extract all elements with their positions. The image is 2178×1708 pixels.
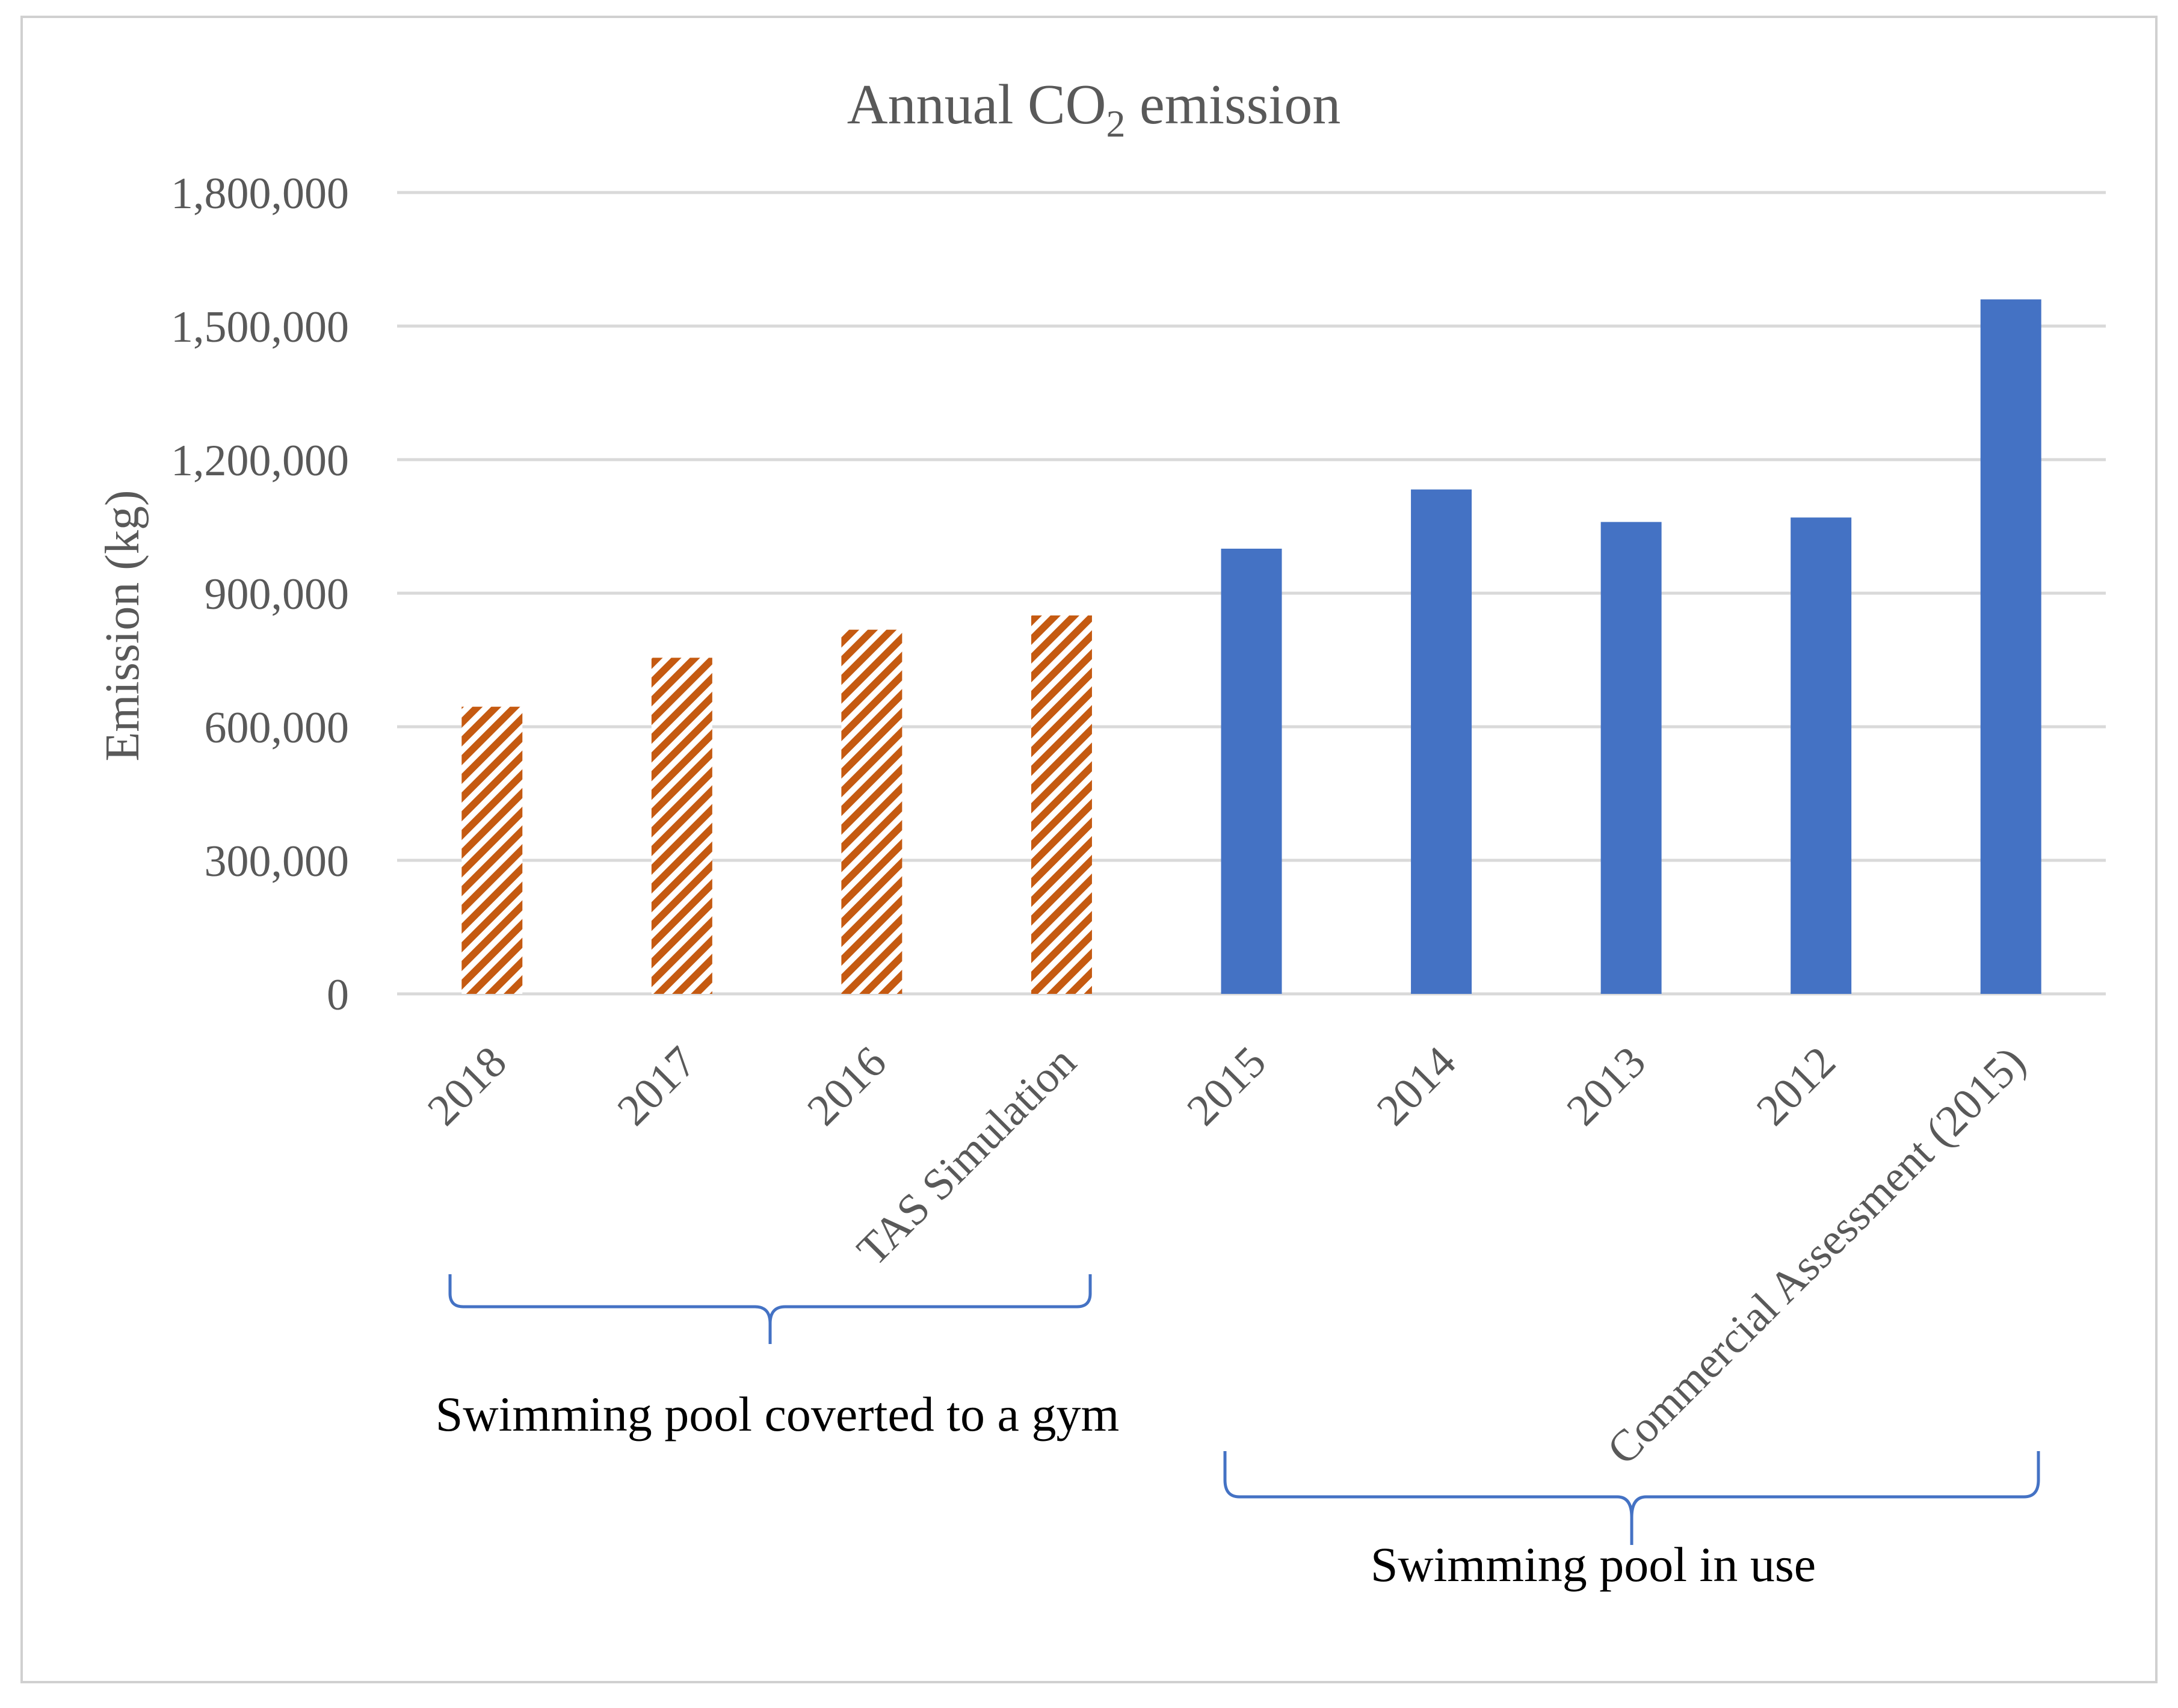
bar	[841, 629, 902, 994]
bar	[461, 706, 523, 994]
bar	[651, 658, 712, 994]
y-axis-label: Emission (kg)	[96, 490, 149, 761]
y-axis-ticks: 0 300,000 600,000 900,000 1,200,000 1,500,000…	[171, 169, 349, 1020]
group-brace-gym	[448, 1274, 1092, 1344]
y-tick-label: 1,500,000	[171, 303, 349, 352]
y-tick-label: 900,000	[205, 570, 350, 619]
bar	[1791, 517, 1852, 994]
y-tick-label: 0	[327, 970, 349, 1020]
y-tick-label: 600,000	[205, 703, 350, 753]
bar	[1411, 489, 1472, 994]
y-tick-label: 1,200,000	[171, 436, 349, 486]
bars	[461, 299, 2041, 994]
bar	[1600, 522, 1662, 994]
group-brace-pool	[1223, 1451, 2040, 1545]
bar	[1980, 299, 2041, 994]
bar	[1221, 549, 1282, 994]
y-tick-label: 300,000	[205, 837, 350, 886]
group-label-gym: Swimming pool coverted to a gym	[436, 1387, 1119, 1441]
group-label-pool: Swimming pool in use	[1371, 1537, 1816, 1592]
y-tick-label: 1,800,000	[171, 169, 349, 218]
bar	[1031, 615, 1092, 994]
chart-title: Annual CO2 emission	[847, 73, 1341, 145]
